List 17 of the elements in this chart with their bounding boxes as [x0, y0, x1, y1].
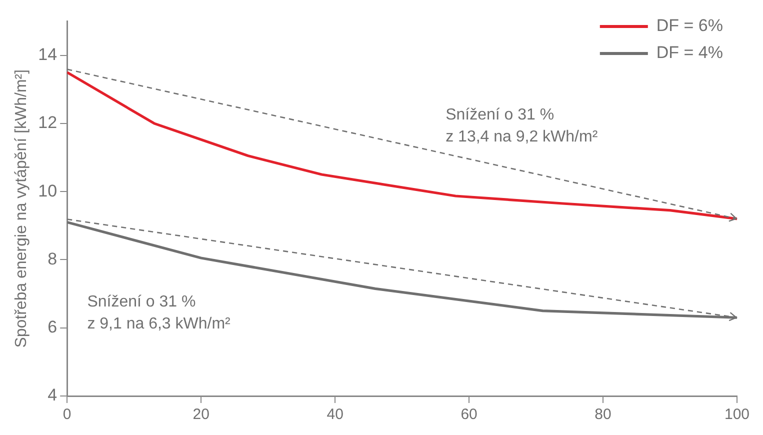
annotation: Snížení o 31 % z 13,4 na 9,2 kWh/m²: [446, 106, 598, 146]
y-tick-label: 14: [38, 44, 58, 64]
y-axis-title: Spotřeba energie na vytápění [kWh/m²]: [13, 69, 30, 348]
y-tick-label: 10: [38, 181, 58, 200]
legend-label: DF = 4%: [656, 43, 724, 62]
y-tick-label: 12: [38, 113, 58, 132]
x-tick-label: 60: [460, 406, 478, 424]
y-tick-label: 6: [48, 318, 58, 337]
x-tick-label: 40: [326, 406, 344, 424]
x-tick-label: 0: [62, 406, 72, 424]
y-tick-label: 8: [48, 249, 58, 268]
y-tick-label: 4: [48, 386, 58, 405]
x-tick-label: 20: [192, 406, 210, 424]
annotation: Snížení o 31 % z 9,1 na 6,3 kWh/m²: [87, 294, 232, 333]
legend-label: DF = 6%: [656, 16, 724, 36]
x-tick-label: 80: [594, 406, 612, 424]
x-tick-label: 100: [724, 406, 750, 424]
